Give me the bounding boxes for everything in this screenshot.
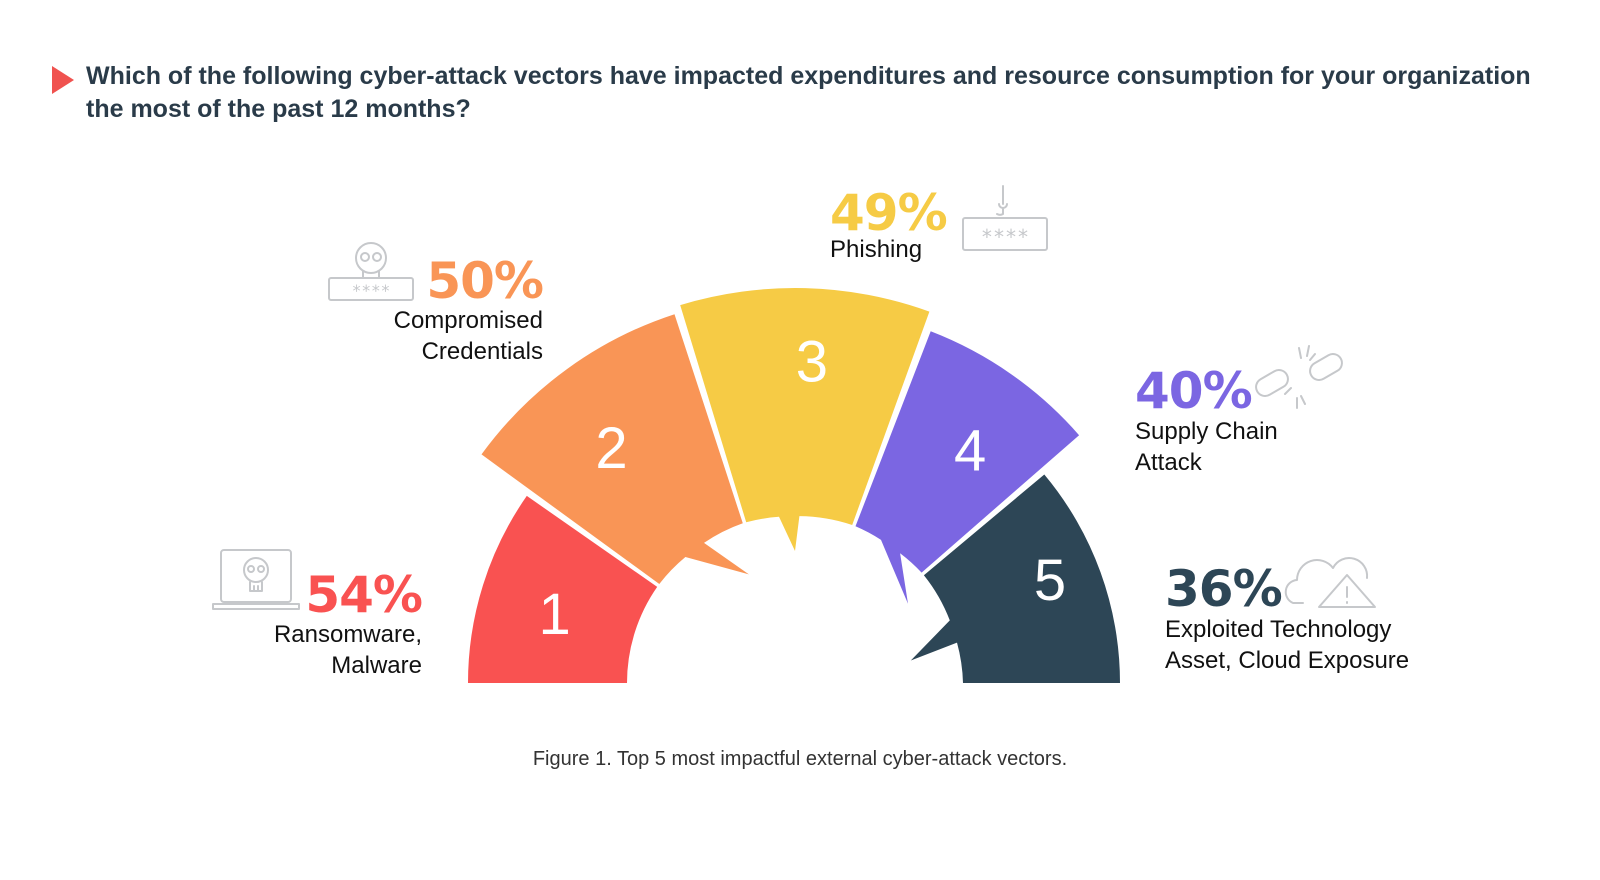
segment-rank-4: 4	[954, 419, 986, 484]
percent-label-2: 50%	[426, 252, 543, 310]
chart-labels: 54%Ransomware, Malware 50%Compromised Crede…	[274, 184, 1409, 679]
segment-3	[680, 288, 930, 551]
percent-label-1: 54%	[305, 566, 422, 624]
category-label-4-line-2: Attack	[1135, 449, 1203, 476]
category-label-5-line-1: Exploited Technology	[1165, 616, 1391, 643]
category-label-5-line-2: Asset, Cloud Exposure	[1165, 647, 1409, 674]
category-label-1-line-1: Ransomware,	[274, 621, 422, 648]
cloud-warning-icon	[1284, 557, 1376, 608]
svg-text:****: ****	[981, 225, 1029, 249]
category-label-4-line-1: Supply Chain	[1135, 418, 1278, 445]
skull-password-icon: ****	[328, 242, 414, 301]
percent-label-5: 36%	[1165, 560, 1282, 618]
percent-label-3: 49%	[830, 184, 947, 242]
category-label-1-line-2: Malware	[331, 652, 422, 679]
category-label-2-line-2: Credentials	[422, 338, 543, 365]
segment-2	[481, 314, 749, 584]
chart-title: Which of the following cyber-attack vect…	[86, 62, 1531, 123]
percent-label-4: 40%	[1135, 362, 1252, 420]
segment-rank-2: 2	[595, 416, 627, 481]
category-label-2-line-1: Compromised	[394, 307, 543, 334]
segment-rank-1: 1	[539, 582, 571, 647]
figure-caption: Figure 1. Top 5 most impactful external …	[532, 748, 1068, 770]
category-label-3-line-1: Phishing	[830, 236, 922, 263]
svg-text:****: ****	[352, 281, 391, 300]
segment-rank-3: 3	[796, 329, 828, 394]
hook-password-icon: ****	[962, 185, 1048, 251]
segment-rank-5: 5	[1034, 548, 1066, 613]
segment-5	[910, 474, 1120, 683]
chart-icons: **** ****	[212, 185, 1376, 610]
chart-segments: 1 2 3 45	[468, 288, 1120, 683]
title-marker-icon	[52, 66, 74, 94]
laptop-skull-icon	[212, 549, 300, 610]
broken-chain-icon	[1255, 345, 1343, 409]
segment-4	[855, 331, 1080, 604]
segment-1	[468, 495, 658, 683]
